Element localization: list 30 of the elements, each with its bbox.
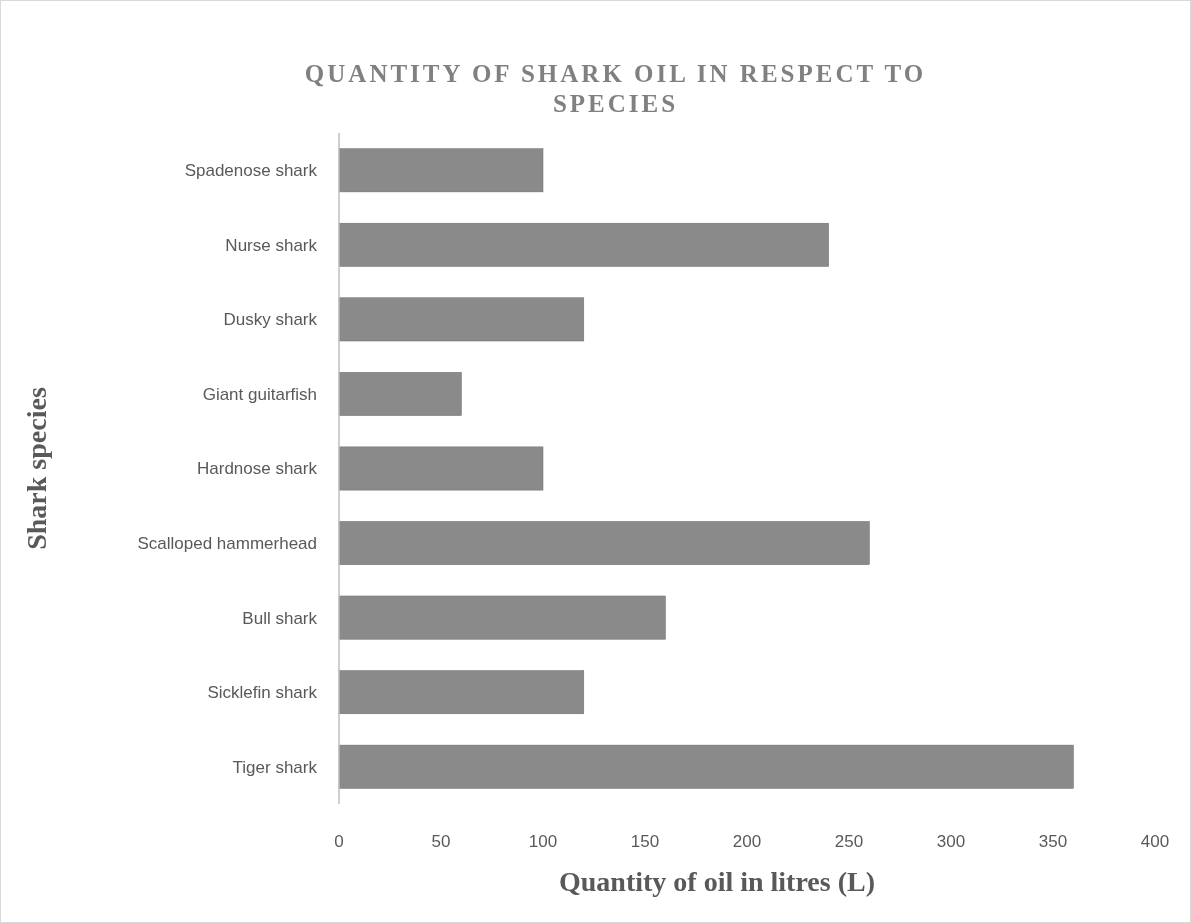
y-tick-label: Dusky shark (223, 310, 318, 330)
y-tick-label: Tiger shark (232, 757, 318, 777)
x-tick-label: 300 (936, 832, 966, 851)
bar (338, 595, 666, 640)
x-tick-label: 50 (431, 832, 451, 851)
y-tick-label: Spadenose shark (184, 161, 318, 181)
bar (338, 521, 870, 565)
bar (338, 148, 544, 193)
y-tick-label: Hardnose shark (196, 459, 318, 479)
x-tick-label: 350 (1038, 832, 1068, 851)
x-tick-label: 0 (334, 832, 344, 851)
y-tick-label: Giant guitarfish (202, 384, 317, 404)
y-axis-title: Shark species (21, 387, 52, 550)
x-tick-label: 400 (1140, 832, 1170, 851)
x-tick-label: 100 (528, 832, 558, 851)
x-tick-label: 200 (732, 832, 762, 851)
y-tick-label: Scalloped hammerhead (137, 534, 317, 554)
x-axis-title: Quantity of oil in litres (L) (558, 866, 876, 897)
bar (338, 670, 585, 715)
bar (338, 372, 462, 416)
y-tick-label: Bull shark (242, 608, 318, 628)
x-tick-label: 250 (834, 832, 864, 851)
y-tick-label: Nurse shark (225, 235, 318, 255)
bar (338, 446, 544, 491)
chart-title: QUANTITY OF SHARK OIL IN RESPECT TO SPECIES (304, 60, 927, 117)
x-tick-label: 150 (630, 832, 660, 851)
bar (338, 744, 1074, 789)
y-tick-label: Sicklefin shark (207, 683, 318, 703)
bar (338, 222, 829, 267)
bar (338, 297, 585, 342)
